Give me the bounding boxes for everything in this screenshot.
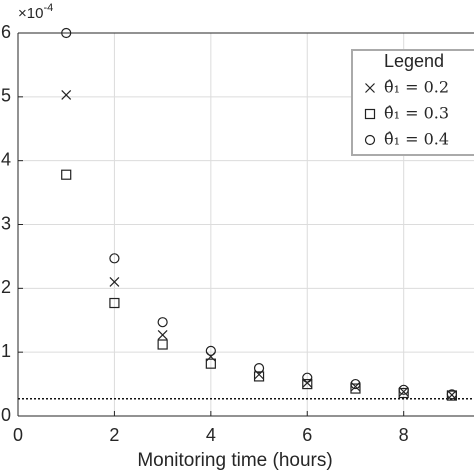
marker-circle: [253, 363, 265, 374]
x-tick-label: 6: [302, 425, 312, 445]
marker-x: [109, 277, 120, 287]
y-tick-label: 2: [1, 277, 11, 297]
x-tick-label: 2: [109, 425, 119, 445]
marker-square: [61, 169, 72, 180]
marker-circle: [364, 134, 376, 146]
y-tick-label: 1: [1, 341, 11, 361]
marker-circle: [205, 345, 216, 356]
marker-x: [61, 89, 72, 100]
legend-box: [351, 49, 474, 156]
marker-square: [109, 297, 120, 309]
marker-square: [364, 108, 376, 120]
y-tick-label: 4: [1, 149, 11, 169]
x-tick-label: 4: [206, 425, 216, 445]
legend-label: θ̂₁ = 0.4: [384, 130, 449, 149]
marker-circle: [398, 384, 409, 395]
y-multiplier-base: ×10: [18, 5, 43, 22]
marker-square: [157, 339, 168, 350]
y-tick-label: 5: [1, 86, 11, 106]
y-multiplier: ×10-4: [18, 2, 53, 22]
marker-circle: [446, 389, 457, 400]
x-axis-label: Monitoring time (hours): [137, 450, 332, 471]
y-tick-label: 0: [1, 405, 11, 425]
marker-square: [398, 387, 409, 399]
marker-x: [157, 330, 168, 340]
marker-square: [253, 371, 265, 382]
legend-label: θ̂₁ = 0.2: [384, 78, 449, 97]
marker-circle: [61, 27, 72, 39]
y-multiplier-exponent: -4: [43, 2, 53, 14]
marker-circle: [302, 372, 313, 383]
y-tick-label: 6: [1, 22, 11, 42]
x-tick-label: 8: [399, 425, 409, 445]
marker-circle: [350, 378, 361, 390]
marker-circle: [157, 317, 168, 328]
marker-circle: [109, 253, 120, 264]
marker-square: [205, 358, 216, 369]
y-tick-label: 3: [1, 213, 11, 233]
marker-square: [302, 378, 313, 390]
legend-title: Legend: [384, 51, 444, 71]
marker-x: [365, 83, 375, 93]
marker-square: [350, 383, 361, 394]
legend-label: θ̂₁ = 0.3: [384, 104, 449, 123]
x-tick-label: 0: [13, 425, 23, 445]
